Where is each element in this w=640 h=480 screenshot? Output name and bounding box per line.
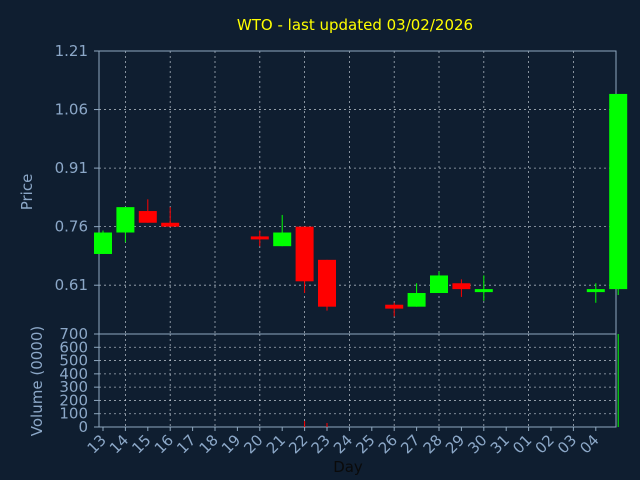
candle-body — [161, 222, 180, 227]
day-x-axis: 1314151617181920212223242526272829303101… — [84, 427, 603, 457]
volume-axis-label: Volume (0000) — [28, 326, 46, 436]
candle-body — [586, 289, 605, 293]
price-y-axis: 0.61 0.76 0.91 1.06 1.21 — [55, 42, 99, 294]
day-x-tick-label: 04 — [576, 431, 602, 457]
candle-body — [138, 211, 157, 223]
chart-title: WTO - last updated 03/02/2026 — [237, 16, 473, 34]
price-y-tick-label: 0.76 — [55, 218, 88, 236]
price-y-tick-label: 0.91 — [55, 159, 88, 177]
candle-body — [474, 289, 493, 293]
volume-y-tick-label: 500 — [59, 352, 88, 370]
candlestick-series — [94, 93, 628, 317]
candle-body — [430, 275, 448, 294]
candle-body — [452, 283, 471, 290]
candle-body — [273, 232, 292, 247]
volume-y-tick-label: 200 — [59, 391, 88, 409]
volume-y-tick-label: 0 — [78, 418, 88, 436]
day-axis-label: Day — [333, 458, 363, 476]
candle-body — [407, 293, 426, 307]
candle-body — [318, 259, 336, 307]
candle-body — [385, 304, 404, 309]
price-axis-label: Price — [18, 174, 36, 211]
price-plot-frame — [98, 50, 617, 335]
candle-body — [94, 232, 112, 254]
volume-y-tick-label: 300 — [59, 378, 88, 396]
candle-body — [295, 226, 314, 282]
price-y-tick-label: 1.21 — [55, 42, 88, 60]
candle-body — [116, 207, 135, 233]
volume-y-tick-label: 400 — [59, 365, 88, 383]
volume-bar-series — [304, 334, 619, 427]
volume-y-tick-label: 100 — [59, 405, 88, 423]
candle-body — [250, 236, 269, 240]
price-y-tick-label: 1.06 — [55, 101, 88, 119]
volume-grid — [99, 333, 616, 428]
volume-y-tick-label: 600 — [59, 338, 88, 356]
volume-y-tick-label: 700 — [59, 325, 88, 343]
volume-plot-frame — [98, 333, 617, 428]
price-grid — [99, 50, 616, 334]
price-y-tick-label: 0.61 — [55, 276, 88, 294]
candle-body — [609, 93, 628, 290]
